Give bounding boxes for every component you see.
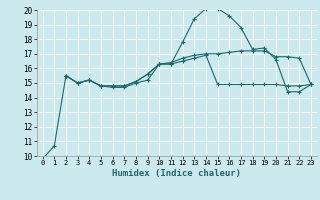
X-axis label: Humidex (Indice chaleur): Humidex (Indice chaleur) [112,169,241,178]
